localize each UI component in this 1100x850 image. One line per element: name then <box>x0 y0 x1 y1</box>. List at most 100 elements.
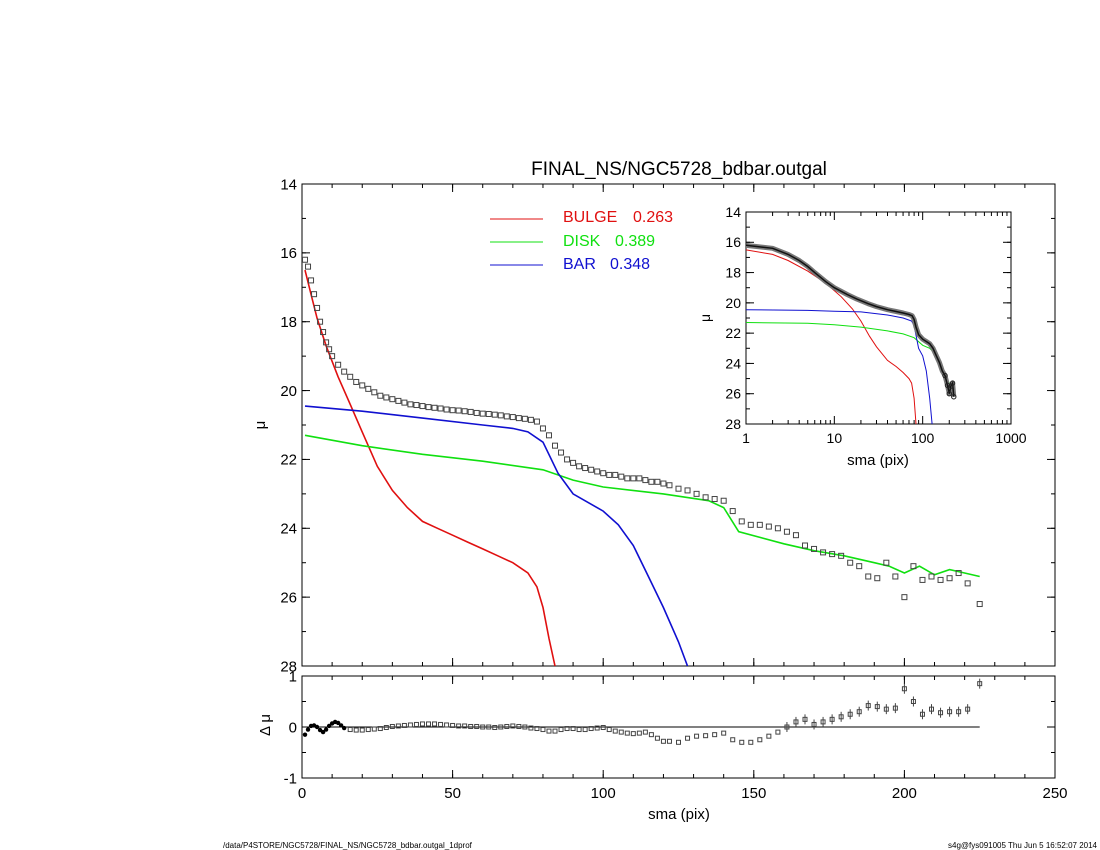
x-tick-label: 150 <box>741 785 766 802</box>
data-point <box>521 415 528 422</box>
inset-data-point <box>946 391 952 397</box>
residual-point <box>766 733 772 739</box>
residual-point <box>468 723 474 729</box>
residual-point <box>838 714 844 720</box>
data-point <box>976 601 983 608</box>
data-point <box>820 549 827 556</box>
data-point <box>865 573 872 580</box>
residual-point <box>600 725 606 731</box>
residual-point <box>594 725 600 731</box>
data-point <box>564 456 571 463</box>
y-tick-label: 28 <box>280 658 297 675</box>
residual-point <box>498 724 504 730</box>
data-point <box>425 404 432 411</box>
residual-point <box>694 733 700 739</box>
data-point <box>946 575 953 582</box>
residual-point <box>383 725 389 731</box>
residual-point <box>712 732 718 738</box>
data-point <box>323 339 330 346</box>
residual-point <box>371 726 377 732</box>
residual-point <box>802 716 808 722</box>
residual-point <box>618 729 624 735</box>
residual-xlabel: sma (pix) <box>648 806 710 823</box>
residual-point <box>910 699 916 704</box>
data-point <box>783 528 790 535</box>
data-point <box>618 473 625 480</box>
y-tick-label: 26 <box>280 589 297 606</box>
data-point <box>539 425 546 432</box>
x-tick-label: 100 <box>591 785 616 802</box>
data-point <box>413 402 420 409</box>
inset-xlabel: sma (pix) <box>847 452 909 469</box>
data-point <box>630 475 637 482</box>
residual-point <box>305 727 311 732</box>
data-point <box>612 471 619 478</box>
main-legend: BULGE 0.263 DISK 0.389 BAR 0.348 <box>490 209 673 273</box>
data-point <box>928 573 935 580</box>
data-point <box>582 465 589 472</box>
residual-point <box>947 709 953 715</box>
data-point <box>642 477 649 484</box>
data-point <box>654 478 661 485</box>
data-point <box>874 575 881 582</box>
y-tick-label: 14 <box>280 176 297 193</box>
legend-label-bar: BAR <box>563 256 596 273</box>
residual-point <box>820 719 826 725</box>
residual-point <box>929 706 935 712</box>
data-point <box>479 410 486 417</box>
residual-point <box>703 733 709 739</box>
data-point <box>774 525 781 532</box>
data-point <box>407 401 414 408</box>
main-plot-area <box>302 256 983 666</box>
y-tick-label: 1 <box>289 668 297 685</box>
data-point <box>473 409 480 416</box>
inset-plot-area <box>746 242 957 424</box>
residual-point <box>612 728 618 734</box>
y-tick-label: 20 <box>725 295 741 311</box>
data-point <box>937 576 944 583</box>
residual-point <box>359 727 365 733</box>
x-tick-label: 250 <box>1042 785 1067 802</box>
series-line-disk <box>304 434 980 578</box>
main-panel: 14 16 18 20 22 24 26 28 μ BULGE 0.263 DISK 0.38… <box>252 176 1056 675</box>
data-point <box>892 573 899 580</box>
data-point <box>811 545 818 552</box>
data-point <box>919 576 926 583</box>
residual-point <box>480 724 486 730</box>
residual-point <box>730 737 736 743</box>
residual-point <box>546 728 552 734</box>
data-point <box>738 518 745 525</box>
residual-point <box>630 731 636 737</box>
x-tick-label: 1000 <box>995 430 1026 446</box>
data-point <box>395 397 402 404</box>
data-point <box>347 373 354 380</box>
residual-point <box>401 722 407 728</box>
residual-point <box>510 723 516 729</box>
data-point <box>693 490 700 497</box>
data-point <box>576 463 583 470</box>
data-point <box>600 470 607 477</box>
residual-point <box>856 709 862 715</box>
legend-value-disk: 0.389 <box>615 233 655 250</box>
residual-point <box>504 723 510 729</box>
residual-point <box>326 723 332 729</box>
data-point <box>666 482 673 489</box>
y-tick-label: 22 <box>725 325 741 341</box>
data-point <box>636 475 643 482</box>
data-point <box>455 407 462 414</box>
data-point <box>558 449 565 456</box>
x-tick-label: 100 <box>911 430 935 446</box>
residual-point <box>576 727 582 733</box>
residual-point <box>865 703 871 709</box>
residual-point <box>474 723 480 729</box>
residual-point <box>892 705 898 711</box>
residual-point <box>938 710 944 716</box>
residual-point <box>564 726 570 732</box>
residual-point <box>829 716 835 722</box>
residual-point <box>389 723 395 729</box>
data-point <box>431 404 438 411</box>
inset-data-point <box>944 382 951 389</box>
residual-point <box>883 706 889 712</box>
data-point <box>359 382 366 389</box>
